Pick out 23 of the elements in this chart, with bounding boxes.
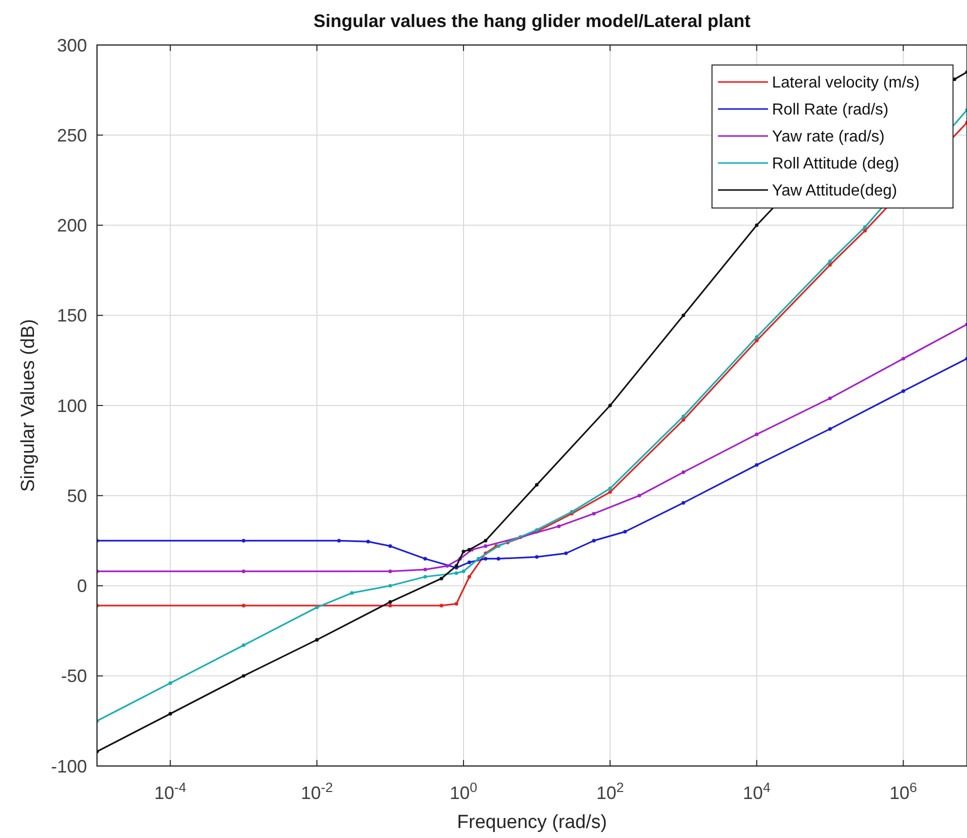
legend-label: Yaw Attitude(deg) [772, 182, 898, 200]
x-tick-label: 10$^{6}$ [890, 780, 918, 803]
x-tick-label: 10$^{4}$ [742, 780, 771, 803]
x-tick-label: 10$^{-4}$ [154, 780, 187, 803]
chart-title: Singular values the hang glider model/Lateral plant [313, 11, 751, 31]
x-tick-label: 10$^{2}$ [596, 780, 624, 803]
legend-label: Roll Rate (rad/s) [772, 102, 888, 119]
y-tick-label: 250 [56, 125, 87, 146]
x-tick-label: 10$^{0}$ [450, 780, 478, 803]
legend-label: Yaw rate (rad/s) [772, 128, 885, 146]
y-tick-label: -100 [50, 756, 87, 776]
x-axis-title: Frequency (rad/s) [457, 812, 607, 833]
x-tick-label: 10$^{-2}$ [300, 780, 333, 803]
y-tick-label: -50 [60, 666, 87, 686]
y-tick-label: 150 [56, 306, 87, 326]
y-tick-label: 200 [56, 216, 87, 236]
legend-label: Lateral velocity (m/s) [772, 74, 920, 92]
y-tick-label: 100 [56, 396, 87, 416]
legend-label: Roll Attitude (deg) [772, 156, 900, 173]
y-tick-label: 300 [56, 35, 87, 56]
y-axis-title: Singular Values (dB) [18, 319, 39, 492]
y-tick-label: 0 [76, 576, 87, 596]
y-tick-label: 50 [66, 486, 87, 506]
